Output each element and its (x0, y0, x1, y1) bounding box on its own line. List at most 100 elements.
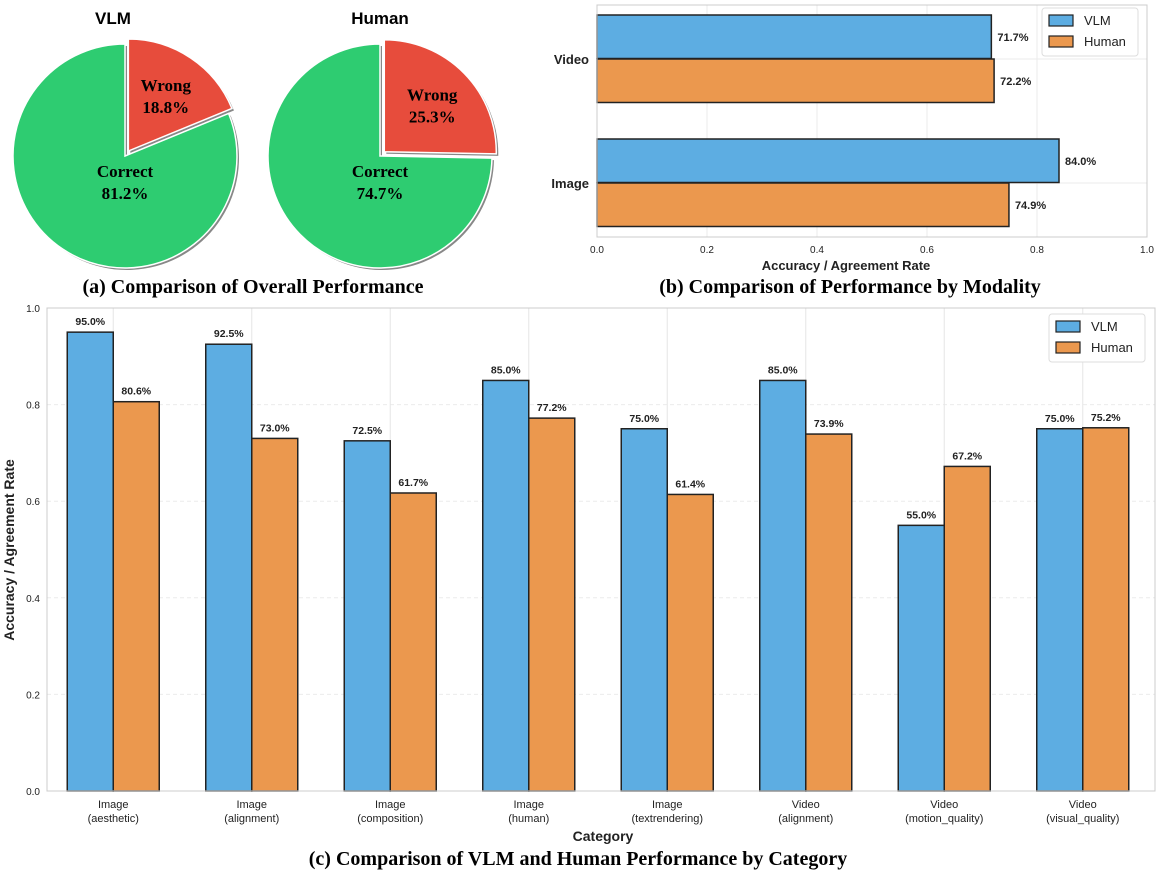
bar-human (596, 182, 1010, 228)
caption-b: (b) Comparison of Performance by Modalit… (659, 276, 1041, 298)
caption-c: (c) Comparison of VLM and Human Performa… (309, 848, 847, 870)
legend: VLM Human (1041, 7, 1139, 57)
data-label: 92.5% (214, 328, 244, 340)
x-tick-label: 0.2 (700, 245, 714, 256)
bar-human (666, 493, 714, 792)
bar-vlm (205, 343, 253, 792)
data-label: 95.0% (75, 316, 105, 328)
y-tick-label: Video (554, 52, 589, 67)
legend-swatch-human (1055, 341, 1081, 354)
x-tick-label: Video (1069, 799, 1097, 811)
slice-label: Wrong (407, 86, 458, 105)
x-tick-label: 0.8 (1030, 245, 1044, 256)
x-tick-label: (human) (508, 813, 549, 825)
data-label: 85.0% (768, 364, 798, 376)
bar-vlm (620, 428, 668, 792)
x-tick-label: 1.0 (1140, 245, 1154, 256)
x-tick-label: (visual_quality) (1046, 813, 1119, 825)
slice-label: Correct (97, 162, 154, 181)
slice-value: 18.8% (142, 98, 189, 117)
legend-label: Human (1084, 34, 1126, 49)
legend-swatch-vlm (1048, 14, 1074, 27)
slice-label: Wrong (141, 76, 192, 95)
x-tick-label: (motion_quality) (905, 813, 983, 825)
slice-value: 25.3% (409, 108, 456, 127)
x-tick-label: Image (513, 799, 544, 811)
slice-correct (267, 43, 493, 269)
data-label: 72.5% (352, 425, 382, 437)
y-tick-label: 1.0 (26, 304, 40, 315)
x-tick-label: Video (930, 799, 958, 811)
data-label: 61.4% (675, 478, 705, 490)
data-label: 61.7% (398, 477, 428, 489)
x-axis-label: Category (573, 828, 634, 844)
legend-label: VLM (1091, 319, 1118, 334)
x-tick-label: 0.4 (810, 245, 824, 256)
bar-human (251, 437, 299, 792)
chart-b: 0.0 0.2 0.4 0.6 0.8 1.0 Video 71.7% 72.2% Image 84… (551, 4, 1154, 273)
slice-value: 74.7% (357, 184, 404, 203)
y-tick-label: 0.0 (26, 787, 40, 798)
x-tick-label: (alignment) (778, 813, 833, 825)
legend-label: Human (1091, 340, 1133, 355)
legend-swatch-vlm (1055, 320, 1081, 333)
y-axis-label: Accuracy / Agreement Rate (1, 459, 17, 641)
data-label: 72.2% (1000, 76, 1031, 88)
slice-correct (12, 43, 238, 269)
bar-vlm (1036, 428, 1084, 792)
data-label: 71.7% (997, 32, 1028, 44)
bar-human (596, 58, 995, 104)
bar-human (943, 465, 991, 792)
y-tick-label: 0.2 (26, 690, 40, 701)
axes-frame (596, 4, 1148, 238)
data-label: 77.2% (537, 402, 567, 414)
bar-human (112, 400, 160, 792)
pie-human: Wrong 25.3% Correct 74.7% (267, 39, 499, 270)
pie-vlm: Wrong 18.8% Correct 81.2% (12, 38, 240, 270)
data-label: 73.0% (260, 422, 290, 434)
chart-c: 0.0 0.2 0.4 0.6 0.8 1.0 Image (aesthetic) 95.0% 8… (1, 304, 1156, 844)
legend-swatch-human (1048, 35, 1074, 48)
x-tick-label: Image (98, 799, 129, 811)
pie-title: Human (351, 9, 409, 28)
slice-label: Correct (352, 162, 409, 181)
bar-vlm (596, 138, 1060, 184)
bar-vlm (897, 524, 945, 792)
data-label: 75.0% (629, 413, 659, 425)
x-tick-label: Image (375, 799, 406, 811)
x-tick-label: (alignment) (224, 813, 279, 825)
data-label: 75.0% (1045, 413, 1075, 425)
pie-title: VLM (95, 9, 131, 28)
data-label: 84.0% (1065, 156, 1096, 168)
caption-a: (a) Comparison of Overall Performance (82, 276, 423, 298)
x-tick-label: Video (792, 799, 820, 811)
data-label: 67.2% (952, 450, 982, 462)
x-axis-label: Accuracy / Agreement Rate (762, 258, 931, 273)
y-tick-label: 0.8 (26, 401, 40, 412)
data-label: 74.9% (1015, 200, 1046, 212)
legend: VLM Human (1048, 313, 1146, 363)
bar-vlm (343, 440, 391, 792)
y-tick-label: Image (551, 176, 589, 191)
data-label: 73.9% (814, 418, 844, 430)
bar-human (389, 492, 437, 792)
data-label: 75.2% (1091, 412, 1121, 424)
x-tick-label: Image (236, 799, 267, 811)
bar-vlm (66, 331, 114, 792)
bar-vlm (759, 379, 807, 792)
bar-vlm (596, 14, 993, 60)
y-tick-label: 0.4 (26, 594, 40, 605)
legend-label: VLM (1084, 13, 1111, 28)
bar-human (805, 433, 853, 792)
slice-value: 81.2% (102, 184, 149, 203)
x-tick-label: (aesthetic) (88, 813, 139, 825)
x-tick-label: 0.6 (920, 245, 934, 256)
x-tick-label: 0.0 (590, 245, 604, 256)
x-tick-label: Image (652, 799, 683, 811)
bar-human (1082, 427, 1130, 792)
data-label: 80.6% (121, 386, 151, 398)
data-label: 55.0% (906, 509, 936, 521)
bar-human (528, 417, 576, 792)
slice-wrong (127, 38, 233, 153)
